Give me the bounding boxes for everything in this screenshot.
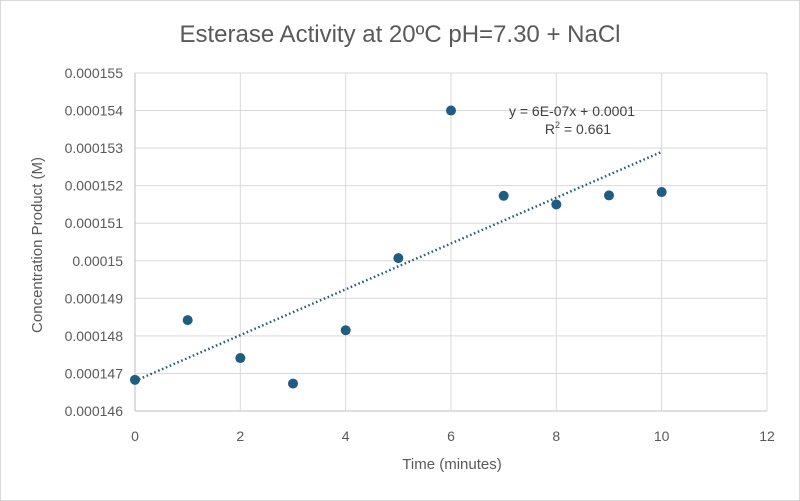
data-point [235, 353, 246, 364]
y-tick-label: 0.000148 [65, 328, 124, 344]
chart-title: Esterase Activity at 20ºC pH=7.30 + NaCl [180, 21, 621, 48]
x-axis-title: Time (minutes) [402, 456, 501, 473]
data-point [604, 190, 614, 201]
trendline-r-squared: R2 = 0.661 [545, 120, 611, 137]
data-point [182, 315, 193, 326]
trendline-group [134, 150, 663, 383]
y-axis-ticks: 0.000146 0.000147 0.000148 0.000149 0.00015 0… [65, 65, 124, 419]
x-tick-label: 8 [552, 428, 560, 444]
data-point [656, 187, 667, 198]
y-tick-label: 0.000152 [65, 178, 124, 194]
y-tick-label: 0.000151 [65, 215, 124, 231]
r2-value: = 0.661 [560, 121, 611, 137]
data-points [130, 105, 667, 389]
data-point [498, 190, 509, 201]
y-tick-label: 0.00015 [72, 253, 123, 269]
x-tick-label: 0 [131, 428, 139, 444]
x-tick-label: 10 [654, 428, 670, 444]
r2-prefix: R [545, 121, 555, 137]
y-tick-label: 0.000146 [65, 403, 124, 419]
y-tick-label: 0.000154 [65, 103, 124, 119]
data-point [340, 325, 351, 336]
y-tick-label: 0.000147 [65, 365, 124, 381]
data-point [551, 199, 562, 210]
y-tick-label: 0.000155 [65, 65, 124, 81]
y-tick-label: 0.000153 [65, 140, 124, 156]
linear-trendline [134, 150, 663, 383]
data-point [393, 253, 404, 264]
x-tick-label: 12 [759, 428, 775, 444]
x-axis-ticks: 0 2 4 6 8 10 12 [131, 428, 775, 444]
x-tick-label: 2 [236, 428, 244, 444]
x-tick-label: 6 [447, 428, 455, 444]
r2-superscript: 2 [555, 120, 560, 130]
trendline-equation: y = 6E-07x + 0.0001 [509, 103, 635, 119]
x-tick-label: 4 [342, 428, 350, 444]
y-tick-label: 0.000149 [65, 290, 124, 306]
y-axis-title: Concentration Product (M) [29, 157, 46, 333]
data-point [446, 105, 456, 116]
gridlines [134, 72, 768, 412]
data-point [130, 374, 140, 385]
data-point [288, 378, 298, 389]
